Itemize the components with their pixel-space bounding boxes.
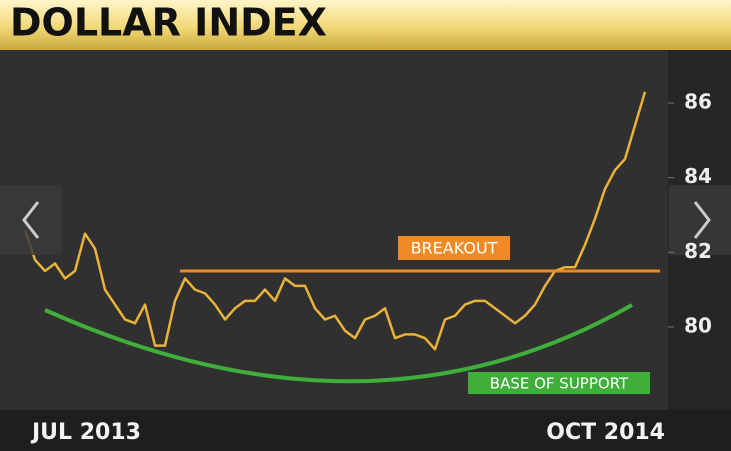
x-tick-label: JUL 2013: [30, 420, 141, 445]
prev-arrow: [22, 201, 40, 239]
y-tick-label: 84: [684, 164, 712, 188]
y-tick-label: 86: [684, 90, 712, 114]
breakout-label-box: [398, 235, 510, 260]
title-bar: [0, 0, 731, 50]
y-tick-label: 82: [684, 239, 712, 263]
breakout-label: BREAKOUT: [411, 238, 498, 257]
support-curve: [44, 303, 633, 384]
support-label: BASE OF SUPPORT: [490, 375, 629, 393]
y-tick-label: 80: [684, 313, 712, 337]
chart-title: DOLLAR INDEX: [10, 1, 327, 45]
x-tick-label: OCT 2014: [546, 420, 665, 445]
support-label-box: [468, 372, 650, 394]
price-line: [23, 91, 647, 351]
prev-button[interactable]: [0, 185, 62, 255]
next-button[interactable]: [669, 185, 731, 255]
next-arrow: [693, 201, 711, 239]
footer-bar: [0, 410, 731, 451]
